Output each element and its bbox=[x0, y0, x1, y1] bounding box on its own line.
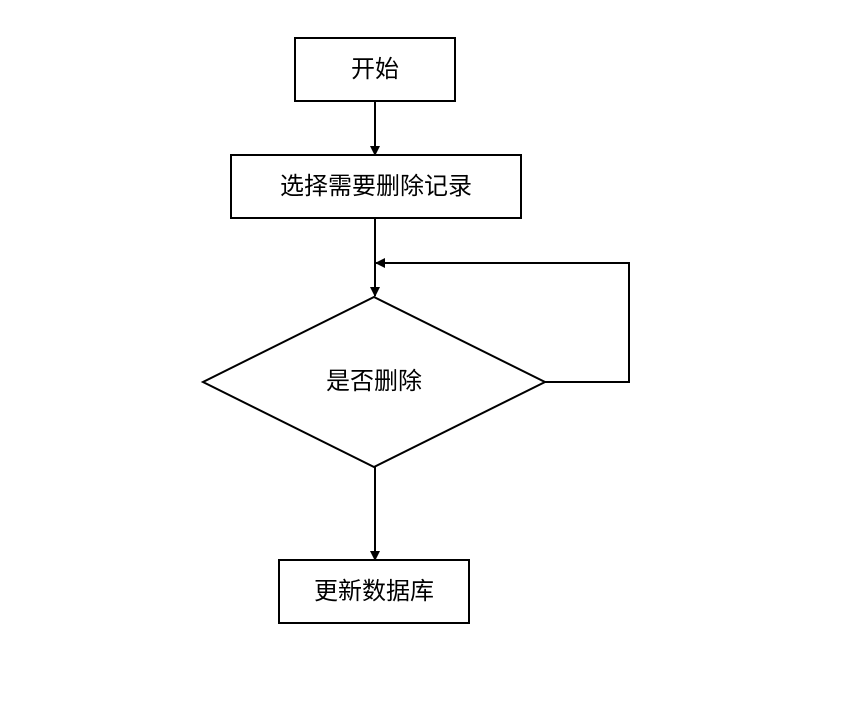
node-select-label: 选择需要删除记录 bbox=[280, 173, 472, 200]
node-update: 更新数据库 bbox=[279, 560, 469, 623]
node-select: 选择需要删除记录 bbox=[231, 155, 521, 218]
edge-confirm-loop bbox=[376, 263, 629, 382]
node-confirm: 是否删除 bbox=[203, 297, 545, 467]
node-start: 开始 bbox=[295, 38, 455, 101]
node-start-label: 开始 bbox=[351, 56, 399, 83]
node-confirm-label: 是否删除 bbox=[326, 368, 422, 395]
node-update-label: 更新数据库 bbox=[314, 578, 434, 605]
flowchart-canvas: 开始 选择需要删除记录 是否删除 更新数据库 bbox=[0, 0, 844, 710]
